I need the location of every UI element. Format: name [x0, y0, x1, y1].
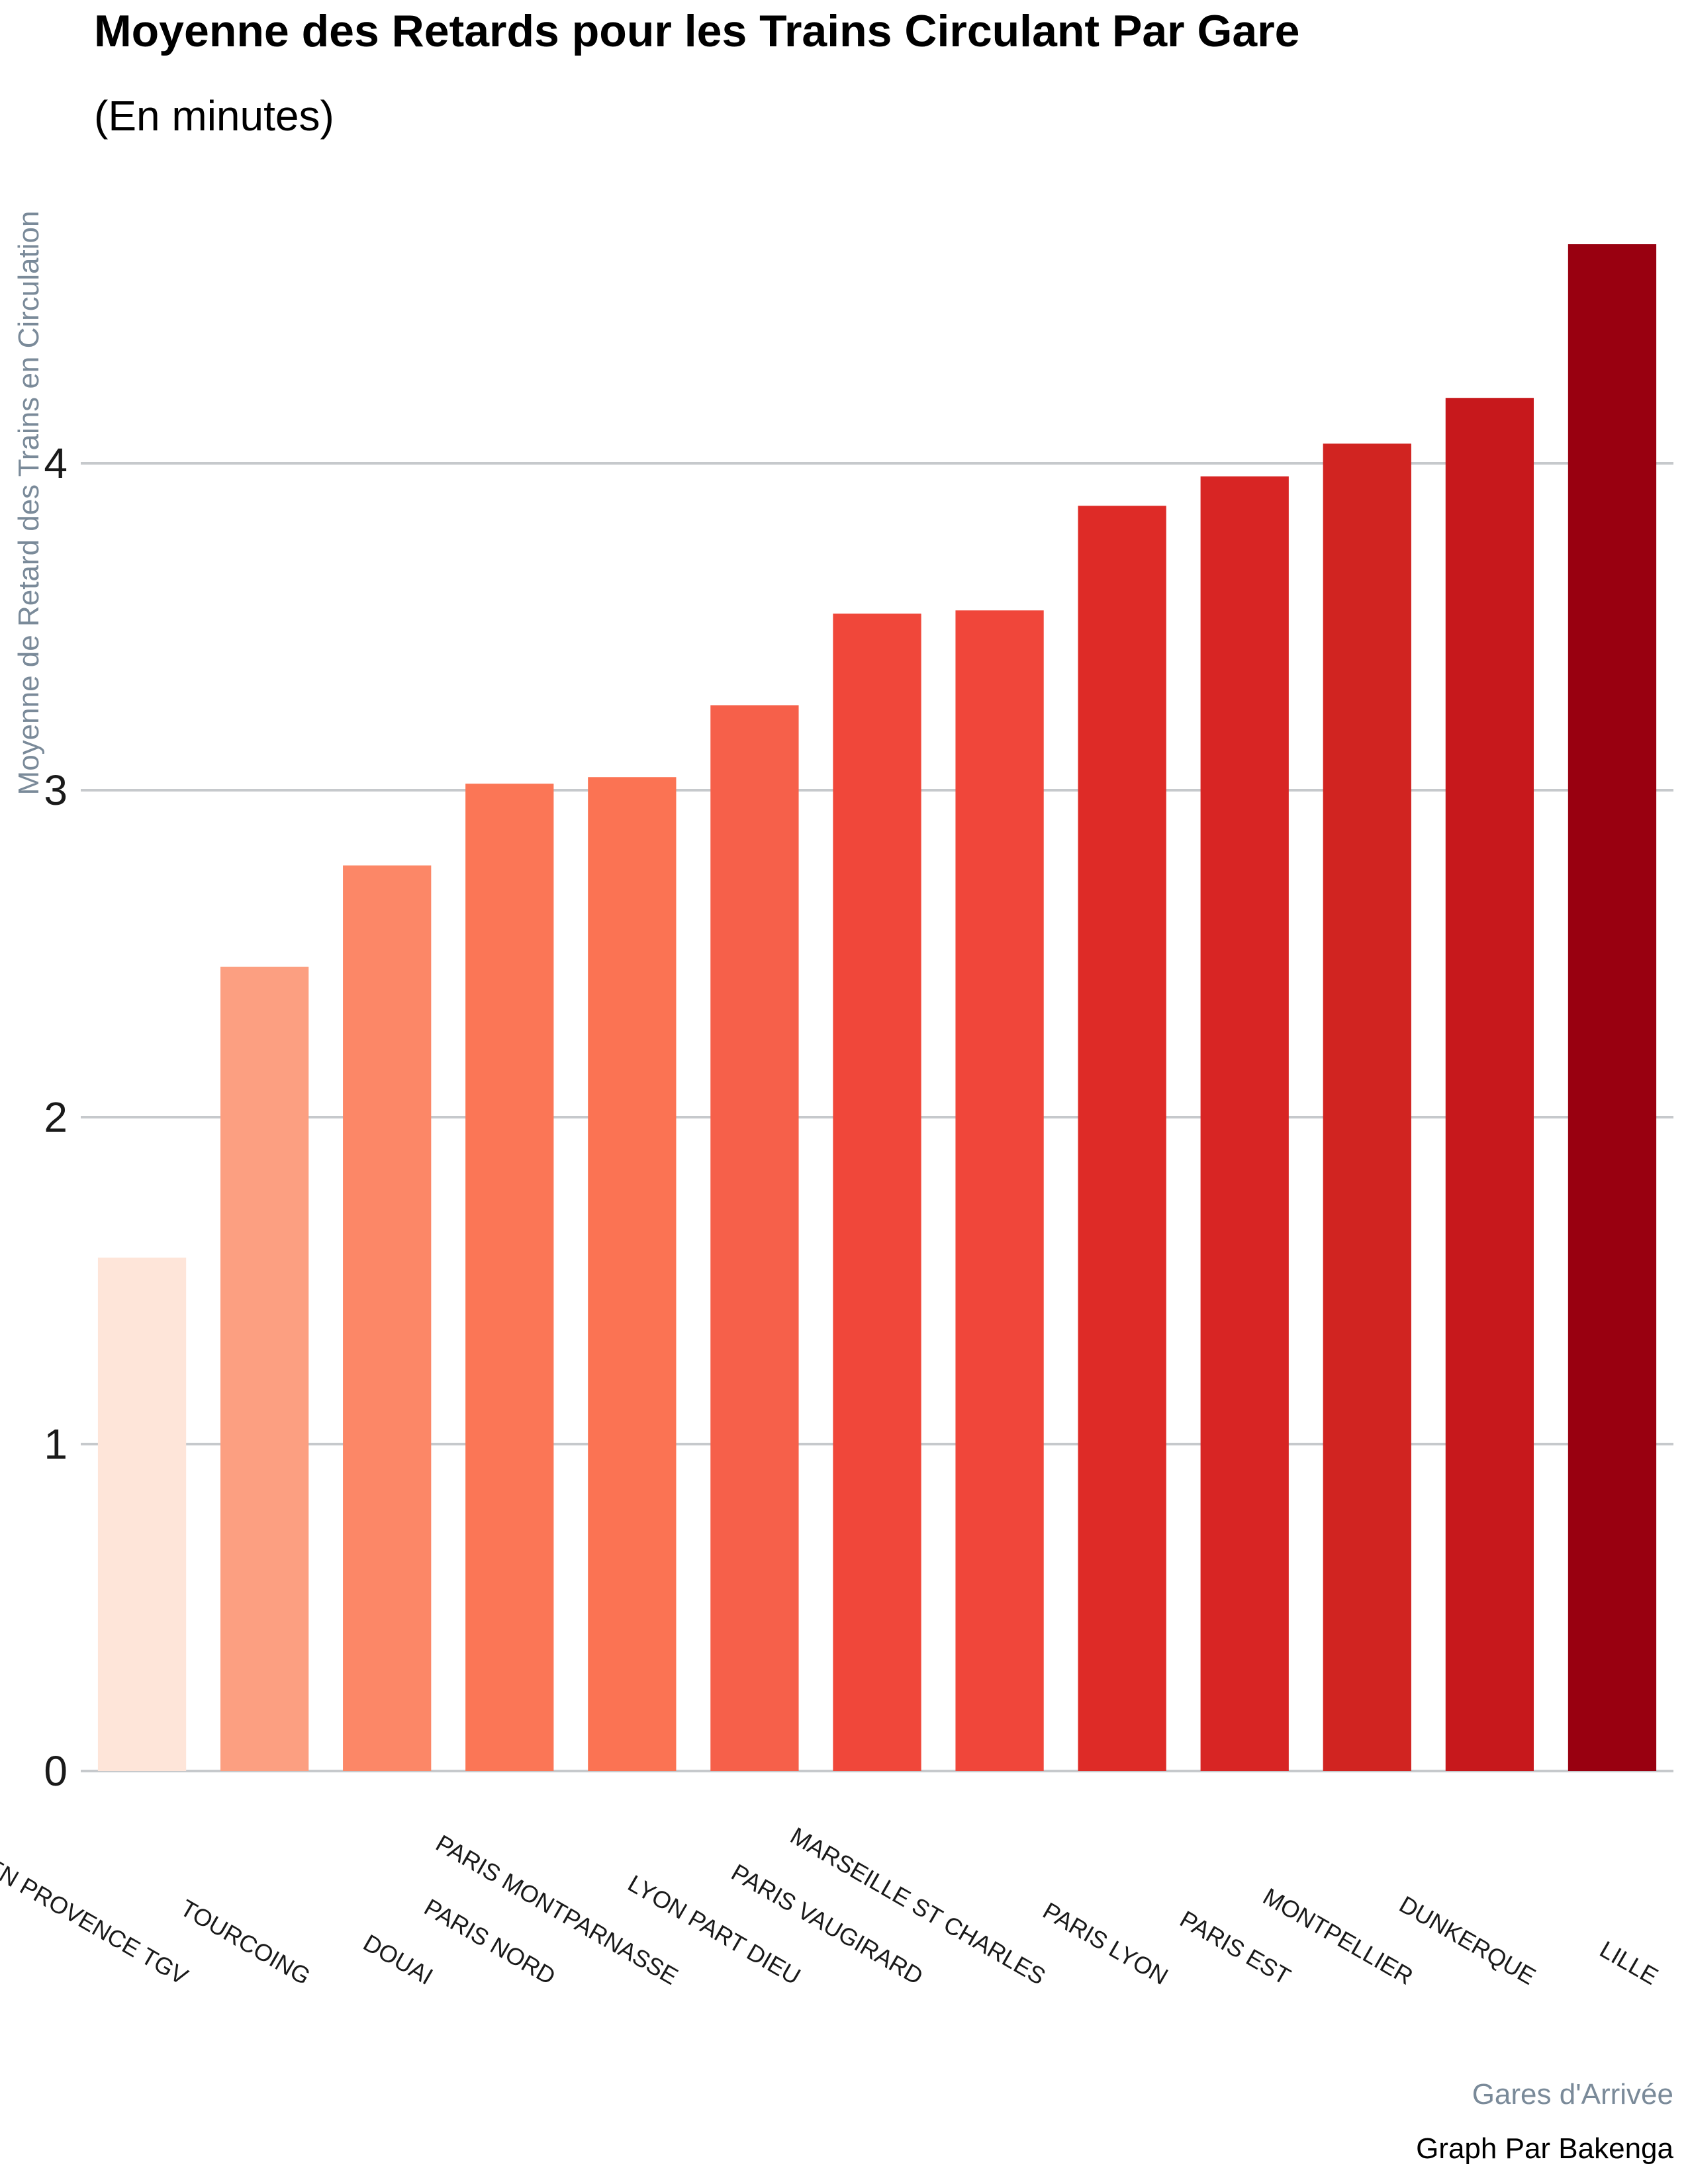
bar-lille [1568, 244, 1657, 1771]
bar-paris-vaugirard [833, 614, 921, 1771]
y-tick-label: 0 [44, 1747, 68, 1795]
bar-aix-en-provence-tgv [97, 1257, 187, 1771]
chart-subtitle: (En minutes) [94, 92, 334, 140]
x-tick-label: DOUAI [359, 1929, 438, 1990]
bar-paris-montparnasse [588, 777, 677, 1771]
y-tick-label: 1 [44, 1420, 68, 1468]
y-tick-label: 2 [44, 1093, 68, 1141]
y-axis-label: Moyenne de Retard des Trains en Circulat… [13, 211, 45, 796]
y-tick-labels: 0 1 2 3 4 [44, 439, 68, 1795]
x-tick-label: TOURCOING [176, 1894, 315, 1990]
bar-paris-nord [465, 784, 554, 1771]
chart-title: Moyenne des Retards pour les Trains Circ… [94, 6, 1300, 56]
y-tick-label: 4 [44, 439, 68, 487]
y-tick-label: 3 [44, 766, 68, 814]
x-tick-label: PARIS LYON [1039, 1897, 1173, 1990]
x-tick-label: DUNKERQUE [1395, 1890, 1540, 1990]
bars [97, 244, 1657, 1772]
bar-douai [343, 865, 432, 1771]
x-tick-label: AIX EN PROVENCE TGV [0, 1830, 193, 1990]
bar-montpellier [1323, 443, 1411, 1771]
bar-lyon-part-dieu [710, 705, 799, 1771]
bar-tourcoing [220, 966, 309, 1771]
x-axis-label: Gares d'Arrivée [1472, 2078, 1673, 2111]
x-tick-label: LILLE [1595, 1935, 1663, 1990]
bar-paris-lyon [1078, 506, 1166, 1771]
bar-paris-est [1200, 476, 1289, 1771]
chart-caption: Graph Par Bakenga [1416, 2132, 1673, 2165]
x-tick-label: PARIS EST [1176, 1905, 1295, 1990]
bar-dunkerque [1445, 398, 1534, 1772]
bar-marseille-st-charles [955, 610, 1044, 1771]
